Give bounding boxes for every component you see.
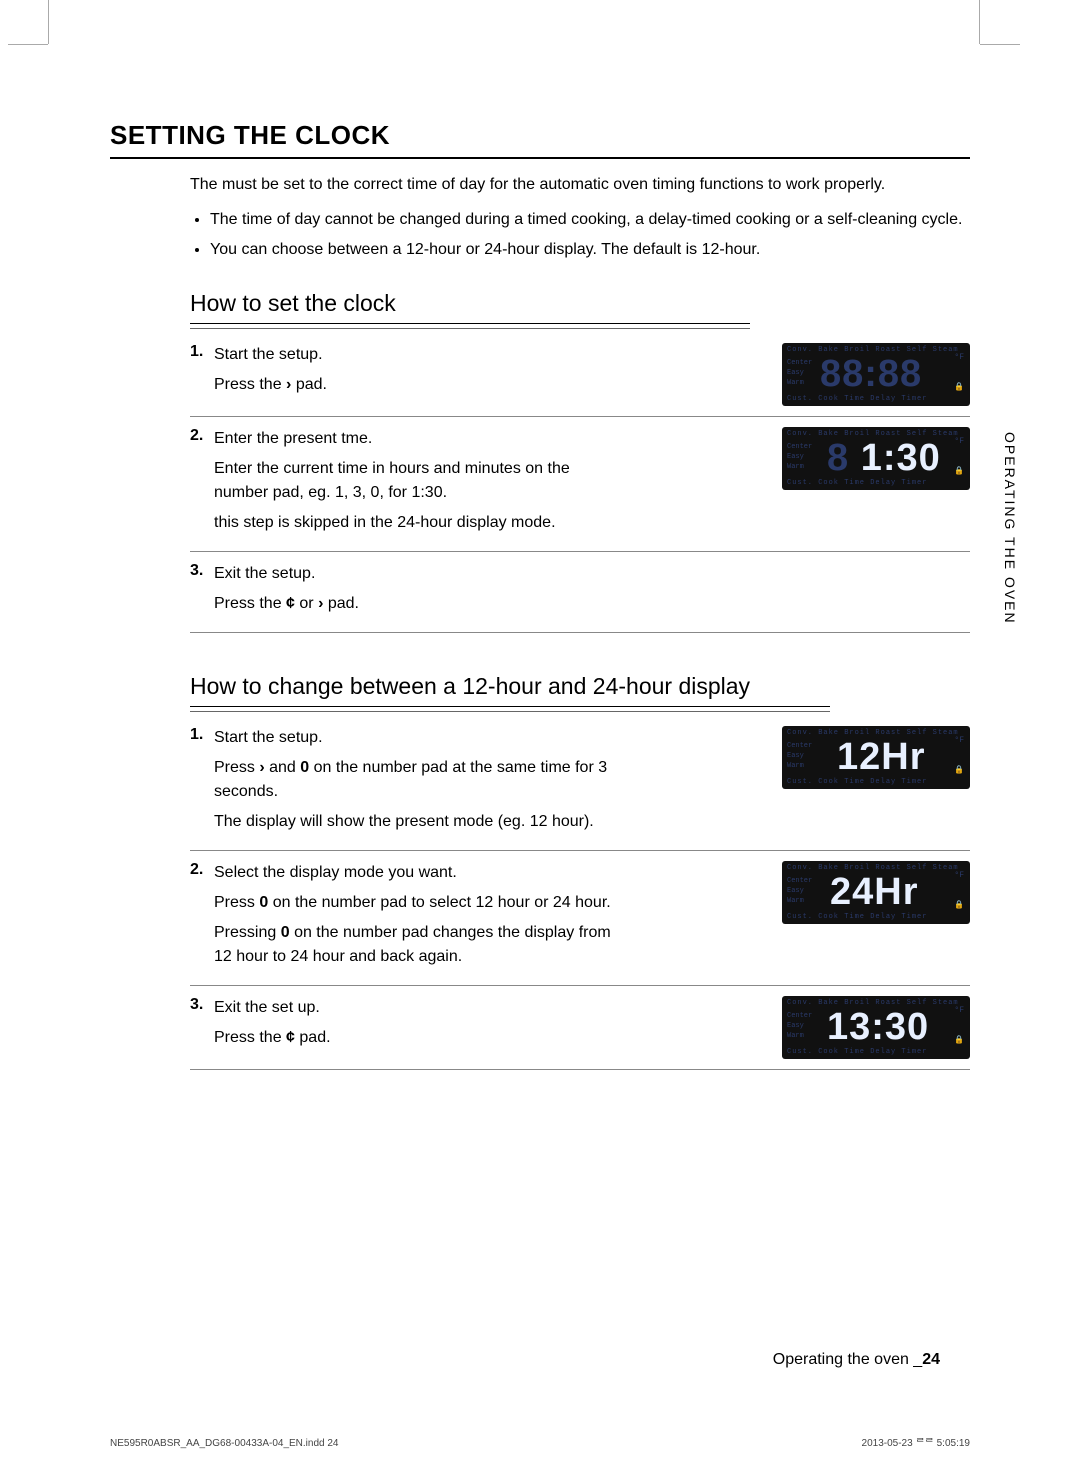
step-row: 2. Enter the present tme. Enter the curr… [190, 417, 970, 552]
step-number: 1. [190, 726, 214, 744]
footer-section-label: Operating the oven _24 [773, 1351, 940, 1369]
step-body: Exit the set up. Press the ¢ pad. [214, 996, 634, 1056]
subheading-set-clock: How to set the clock [190, 290, 750, 324]
step-row: 1. Start the setup. Press the › pad. Con… [190, 333, 970, 417]
button-ref: › [286, 376, 291, 393]
step-lead: Select the display mode you want. [214, 861, 622, 885]
led-main-readout: 24Hr [830, 871, 919, 914]
step-number: 1. [190, 343, 214, 361]
lock-icon: 🔒 [954, 765, 964, 775]
step-body: Enter the present tme. Enter the current… [214, 427, 634, 541]
step-detail: Pressing 0 on the number pad changes the… [214, 921, 622, 969]
step-lead: Enter the present tme. [214, 427, 622, 451]
note-list: The time of day cannot be changed during… [190, 208, 970, 262]
led-side-labels: Center Easy Warm [787, 877, 812, 906]
print-jobline-right: 2013-05-23 ᄅᄅ 5:05:19 [862, 1434, 970, 1449]
step-number: 3. [190, 562, 214, 580]
led-main-readout: 88:88 [820, 353, 922, 396]
crop-mark [48, 0, 49, 44]
step-body: Start the setup. Press the › pad. [214, 343, 634, 403]
steps-set-clock: 1. Start the setup. Press the › pad. Con… [190, 333, 970, 633]
manual-page: SETTING THE CLOCK The must be set to the… [0, 0, 1080, 1479]
step-lead: Start the setup. [214, 726, 622, 750]
step-detail: Press the ¢ or › pad. [214, 592, 622, 616]
button-ref: ¢ [286, 595, 295, 612]
step-number: 2. [190, 861, 214, 879]
led-degree: °F [954, 871, 964, 880]
step-body: Select the display mode you want. Press … [214, 861, 634, 975]
led-degree: °F [954, 353, 964, 362]
led-side-labels: Center Easy Warm [787, 443, 812, 472]
print-jobline-left: NE595R0ABSR_AA_DG68-00433A-04_EN.indd 24 [110, 1438, 338, 1449]
crop-mark [8, 44, 48, 45]
step-body: Start the setup. Press › and 0 on the nu… [214, 726, 634, 840]
step-detail: Enter the current time in hours and minu… [214, 457, 622, 505]
button-ref: 0 [281, 924, 290, 941]
oven-display: Conv. Bake Broil Roast Self Steam Center… [782, 343, 970, 406]
step-number: 2. [190, 427, 214, 445]
step-row: 3. Exit the setup. Press the ¢ or › pad. [190, 552, 970, 633]
button-ref: 0 [300, 759, 309, 776]
step-lead: Start the setup. [214, 343, 622, 367]
led-bottom-labels: Cust. Cook Time Delay Timer [787, 479, 965, 487]
step-detail: Press the › pad. [214, 373, 622, 397]
oven-display: Conv. Bake Broil Roast Self Steam Center… [782, 861, 970, 924]
step-lead: Exit the setup. [214, 562, 622, 586]
intro-text-post: must be set to the correct time of day f… [222, 176, 885, 193]
button-ref: 0 [259, 894, 268, 911]
step-row: 1. Start the setup. Press › and 0 on the… [190, 716, 970, 851]
subheading-1224: How to change between a 12-hour and 24-h… [190, 673, 830, 707]
step-row: 2. Select the display mode you want. Pre… [190, 851, 970, 986]
step-body: Exit the setup. Press the ¢ or › pad. [214, 562, 634, 622]
led-degree: °F [954, 736, 964, 745]
lock-icon: 🔒 [954, 466, 964, 476]
led-main-readout: 12Hr [837, 736, 926, 779]
intro-paragraph: The must be set to the correct time of d… [190, 173, 970, 196]
lock-icon: 🔒 [954, 382, 964, 392]
led-degree: °F [954, 1006, 964, 1015]
crop-mark [979, 0, 980, 44]
step-detail: The display will show the present mode (… [214, 810, 622, 834]
led-side-labels: Center Easy Warm [787, 742, 812, 771]
section-margin-label: OPERATING THE OVEN [1002, 432, 1018, 625]
oven-display: Conv. Bake Broil Roast Self Steam Center… [782, 996, 970, 1059]
step-lead: Exit the set up. [214, 996, 622, 1020]
note-item: The time of day cannot be changed during… [210, 208, 970, 232]
steps-1224: 1. Start the setup. Press › and 0 on the… [190, 716, 970, 1070]
led-bottom-labels: Cust. Cook Time Delay Timer [787, 778, 965, 786]
oven-display: Conv. Bake Broil Roast Self Steam Center… [782, 726, 970, 789]
step-detail: Press 0 on the number pad to select 12 h… [214, 891, 622, 915]
step-detail: Press the ¢ pad. [214, 1026, 622, 1050]
page-number: 24 [922, 1351, 940, 1368]
oven-display: Conv. Bake Broil Roast Self Steam Center… [782, 427, 970, 490]
section-title: SETTING THE CLOCK [110, 120, 970, 159]
lock-icon: 🔒 [954, 900, 964, 910]
step-detail: this step is skipped in the 24-hour disp… [214, 511, 622, 535]
led-side-labels: Center Easy Warm [787, 1012, 812, 1041]
divider [190, 711, 830, 712]
led-main-readout: 13:30 [827, 1006, 929, 1049]
button-ref: › [318, 595, 323, 612]
step-row: 3. Exit the set up. Press the ¢ pad. Con… [190, 986, 970, 1070]
led-side-labels: Center Easy Warm [787, 359, 812, 388]
led-degree: °F [954, 437, 964, 446]
button-ref: ¢ [286, 1029, 295, 1046]
led-main-readout: 8 1:30 [827, 437, 941, 480]
led-bottom-labels: Cust. Cook Time Delay Timer [787, 913, 965, 921]
led-bottom-labels: Cust. Cook Time Delay Timer [787, 395, 965, 403]
led-bottom-labels: Cust. Cook Time Delay Timer [787, 1048, 965, 1056]
step-number: 3. [190, 996, 214, 1014]
button-ref: › [259, 759, 264, 776]
lock-icon: 🔒 [954, 1035, 964, 1045]
step-detail: Press › and 0 on the number pad at the s… [214, 756, 622, 804]
intro-text-pre: The [190, 176, 222, 193]
note-item: You can choose between a 12-hour or 24-h… [210, 238, 970, 262]
crop-mark [980, 44, 1020, 45]
divider [190, 328, 750, 329]
